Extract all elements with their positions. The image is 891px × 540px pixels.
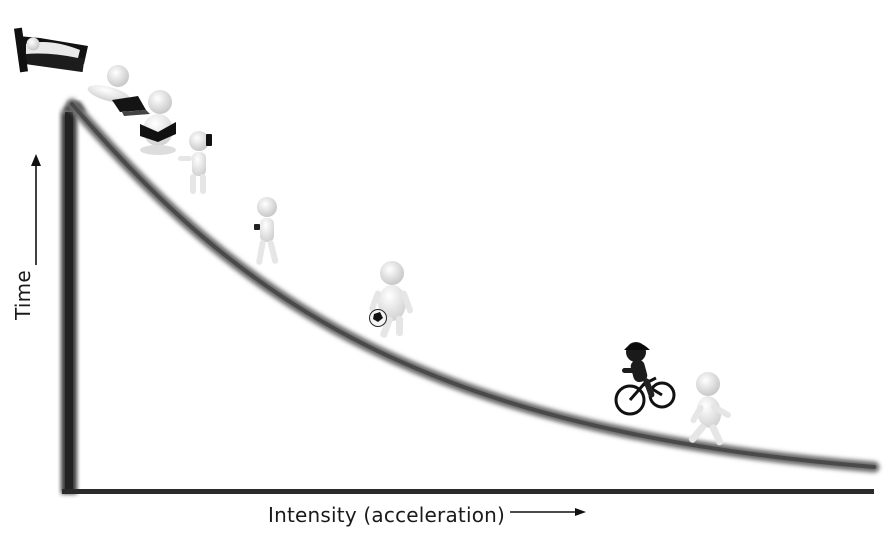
y-axis-label: Time [10, 270, 35, 320]
y-axis-core [65, 112, 73, 494]
soccer-figure [369, 261, 414, 338]
standing-phone-figure [178, 131, 212, 194]
x-axis-line [62, 489, 874, 494]
lying-with-laptop-figure [87, 65, 150, 116]
cyclist-figure [614, 342, 676, 416]
sleeping-in-bed-figure [13, 27, 88, 73]
x-axis-arrow [510, 508, 586, 516]
x-axis-label: Intensity (acceleration) [268, 503, 506, 527]
running-figure [688, 372, 731, 446]
decay-curve [66, 98, 880, 473]
walking-figure [254, 197, 279, 265]
y-axis-arrow [31, 154, 41, 265]
sitting-reading-figure [140, 90, 176, 155]
